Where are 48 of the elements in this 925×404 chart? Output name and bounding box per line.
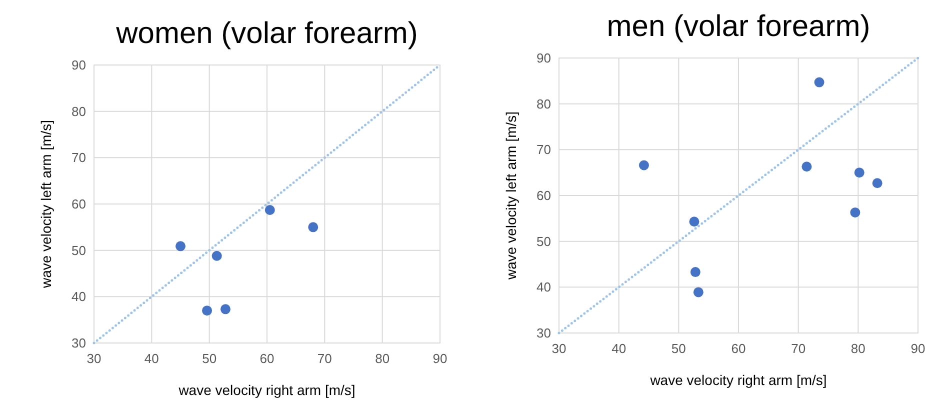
point [689,216,700,227]
y-axis-title: wave velocity left arm [m/s] [38,120,54,290]
y-tick-label: 60 [536,188,551,203]
x-axis-title: wave velocity right arm [m/s] [649,372,827,388]
x-tick-label: 70 [317,351,332,366]
x-tick-label: 50 [671,341,686,356]
y-tick-label: 30 [536,326,551,340]
point [872,178,882,188]
x-tick-label: 60 [260,351,274,366]
y-tick-label: 90 [72,58,86,72]
point [802,162,812,172]
y-tick-label: 50 [536,234,551,249]
y-tick-label: 70 [536,142,551,158]
point [638,160,649,170]
chart-title: men (volar forearm) [606,10,870,43]
x-tick-label: 60 [731,341,746,356]
y-tick-label: 80 [536,96,551,112]
x-tick-label: 70 [791,341,806,356]
x-axis-title: wave velocity right arm [m/s] [178,382,356,398]
y-tick-label: 40 [536,280,551,295]
y-tick-label: 90 [536,50,551,66]
point [202,306,212,316]
y-tick-label: 60 [72,196,86,212]
point [220,304,230,314]
point [264,205,275,216]
x-tick-label: 30 [552,341,566,356]
y-tick-label: 80 [72,104,86,119]
y-axis-title: wave velocity left arm [m/s] [503,111,519,281]
point [854,168,864,178]
x-tick-label: 50 [202,351,217,366]
point [814,77,824,88]
point [212,250,222,261]
y-tick-label: 70 [72,150,86,166]
x-tick-label: 40 [144,351,159,366]
point [690,267,700,278]
x-tick-label: 80 [850,341,866,356]
x-tick-label: 80 [375,351,390,366]
y-tick-label: 40 [72,289,86,304]
chart-title: women (volar forearm) [115,17,418,50]
y-tick-label: 50 [72,242,86,258]
point [176,241,186,252]
x-tick-label: 40 [612,341,626,356]
point [693,287,704,298]
x-tick-label: 90 [432,351,448,366]
point [850,207,860,218]
x-tick-label: 90 [910,341,925,356]
point [308,222,318,232]
x-tick-label: 30 [86,351,102,366]
